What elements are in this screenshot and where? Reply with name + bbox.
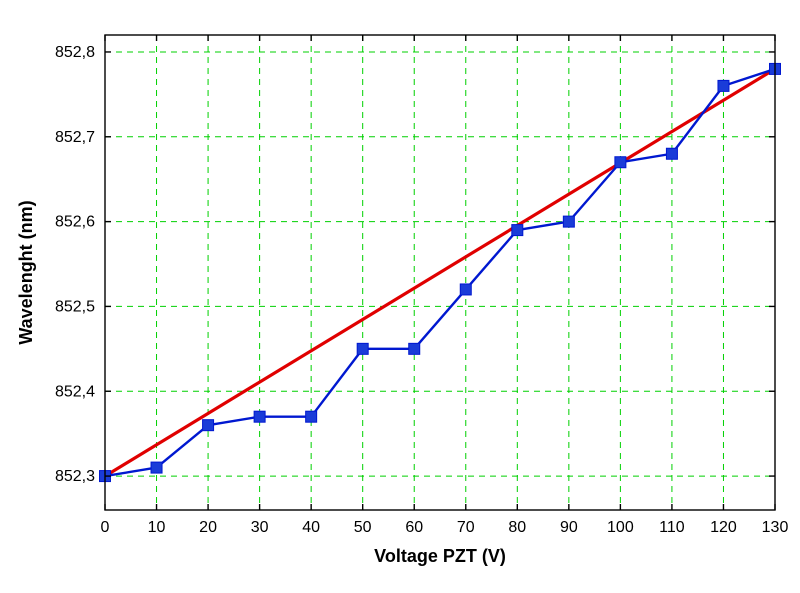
data-marker	[666, 148, 677, 159]
data-marker	[460, 284, 471, 295]
y-tick-label: 852,5	[55, 298, 95, 315]
y-tick-label: 852,6	[55, 214, 95, 231]
y-tick-label: 852,7	[55, 129, 95, 146]
data-marker	[512, 225, 523, 236]
chart-container: 0 10 20 30 40 50 60 70 80 90 100 110 120 130 852,3 852,…	[0, 0, 800, 593]
x-tick-label: 40	[302, 519, 320, 536]
x-tick-label: 120	[710, 519, 737, 536]
x-tick-label: 0	[101, 519, 110, 536]
data-marker	[306, 411, 317, 422]
data-marker	[357, 343, 368, 354]
data-marker	[203, 420, 214, 431]
x-tick-label: 30	[251, 519, 269, 536]
data-marker	[254, 411, 265, 422]
x-tick-label: 50	[354, 519, 372, 536]
data-marker	[151, 462, 162, 473]
x-tick-label: 100	[607, 519, 634, 536]
chart-svg: 0 10 20 30 40 50 60 70 80 90 100 110 120 130 852,3 852,…	[0, 0, 800, 593]
data-marker	[615, 157, 626, 168]
x-tick-label: 70	[457, 519, 475, 536]
y-tick-label: 852,8	[55, 44, 95, 61]
x-tick-label: 60	[405, 519, 423, 536]
data-marker	[718, 80, 729, 91]
y-axis-label: Wavelenght (nm)	[16, 200, 36, 344]
x-tick-label: 20	[199, 519, 217, 536]
x-tick-label: 90	[560, 519, 578, 536]
data-marker	[409, 343, 420, 354]
y-tick-label: 852,4	[55, 383, 95, 400]
x-tick-label: 10	[148, 519, 166, 536]
x-tick-label: 80	[508, 519, 526, 536]
data-marker	[563, 216, 574, 227]
x-tick-label: 130	[762, 519, 789, 536]
y-tick-label: 852,3	[55, 468, 95, 485]
x-axis-label: Voltage PZT (V)	[374, 546, 506, 566]
x-tick-label: 110	[659, 519, 685, 536]
